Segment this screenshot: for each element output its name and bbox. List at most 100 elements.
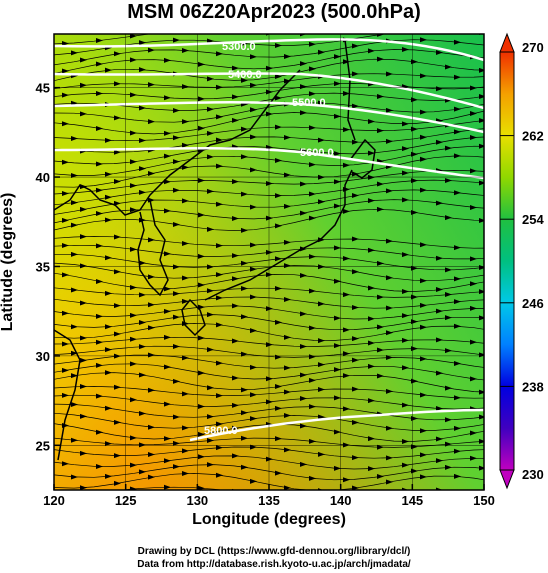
streamline-arrow [198,253,205,259]
streamline-arrow [114,331,121,337]
streamline-arrow [241,464,248,470]
streamline-arrow [454,74,461,80]
streamline-arrow [300,343,307,349]
streamline-arrow [368,247,375,253]
streamline-arrow [266,342,273,348]
streamline-arrow [309,288,316,294]
streamline-arrow [275,124,282,130]
streamline-arrow [130,336,137,342]
streamline-arrow [232,402,239,408]
streamline-arrow [139,40,146,46]
streamline-arrow [352,236,359,242]
streamline-arrow [377,94,384,100]
streamline-arrow [334,395,341,401]
streamline-arrow [420,302,427,308]
streamline-arrow [71,172,78,178]
streamline-arrow [148,119,155,125]
streamline-arrow [173,314,180,320]
streamline-arrow [300,423,307,429]
colorbar-tick-label-270: 270 [522,40,544,55]
streamline-arrow [182,470,189,476]
streamline-arrow [96,339,103,345]
x-tick-label-120: 120 [43,493,65,508]
streamline-arrow [352,336,359,342]
streamline-arrow [96,161,103,167]
streamline-arrow [368,436,375,442]
streamline-arrow [420,73,427,79]
streamline-arrow [114,269,121,275]
streamline-11 [54,128,484,153]
streamline-arrow [436,308,443,314]
streamline-arrow [105,405,112,411]
streamline-arrow [284,78,291,84]
streamline-arrow [470,204,477,210]
streamline-arrow [454,299,461,305]
streamline-arrow [139,189,146,195]
streamline-arrow [436,18,443,23]
streamline-arrow [411,265,418,271]
streamline-arrow [105,217,112,223]
streamline-arrow [411,59,418,65]
streamline-arrow [182,275,189,281]
streamline-arrow [309,354,316,360]
streamline-arrow [386,354,393,360]
streamline-arrow [130,57,137,63]
streamline-arrow [352,71,359,77]
contour-5800 [189,408,484,442]
streamline-arrow [334,81,341,87]
streamline-arrow [420,109,427,115]
streamline-arrow [368,466,375,472]
streamline-arrow [411,209,418,215]
streamline-arrow [368,340,375,346]
streamline-arrow [232,253,239,259]
streamline-arrow [318,362,325,368]
contour-label-5800: 5800.0 [204,425,238,437]
streamline-arrow [420,474,427,480]
streamline-arrow [207,347,214,353]
streamline-arrow [266,65,273,71]
streamline-arrow [80,485,87,490]
x-tick-label-130: 130 [186,493,208,508]
y-axis-ticks: 25 30 35 40 45 [36,81,60,453]
streamline-arrow [182,164,189,170]
streamline-arrow [241,314,248,320]
coastline-honshu [204,169,353,301]
streamline-arrow [173,187,180,193]
streamline-arrow [250,107,257,113]
streamline-arrow [445,315,452,321]
streamline-arrow [164,364,171,370]
streamline-arrow [216,472,223,478]
streamline-arrow [445,267,452,273]
streamline-arrow [130,183,137,189]
streamline-arrow [284,54,291,60]
streamline-arrow [164,95,171,101]
streamline-arrow [71,324,78,330]
streamline-2 [54,39,484,66]
streamline-arrow [105,441,112,447]
y-tick-label-25: 25 [36,438,50,453]
coastline-korea [137,199,169,297]
streamline-arrow [198,454,205,460]
streamline-arrow [80,57,87,63]
streamline-arrow [479,465,484,471]
streamline-arrow [266,249,273,255]
streamline-arrow [284,365,291,371]
streamline-arrow [454,129,461,135]
streamline-arrow [368,174,375,180]
streamline-arrow [62,217,69,223]
streamline-arrow [318,301,325,307]
streamline-arrow [148,171,155,177]
streamline-arrow [62,341,69,347]
colorbar-tick-label-230: 230 [522,467,544,482]
streamline-arrow [241,154,248,160]
streamline-arrow [377,260,384,266]
streamline-arrow [71,373,78,379]
contour-label-5500: 5500.0 [292,97,326,109]
streamline-arrow [300,210,307,216]
streamline-arrow [80,357,87,363]
streamline-arrow [479,67,484,73]
streamline-30 [54,336,484,347]
streamline-arrow [479,315,484,321]
streamline-arrow [114,419,121,425]
streamline-arrow [198,177,205,183]
